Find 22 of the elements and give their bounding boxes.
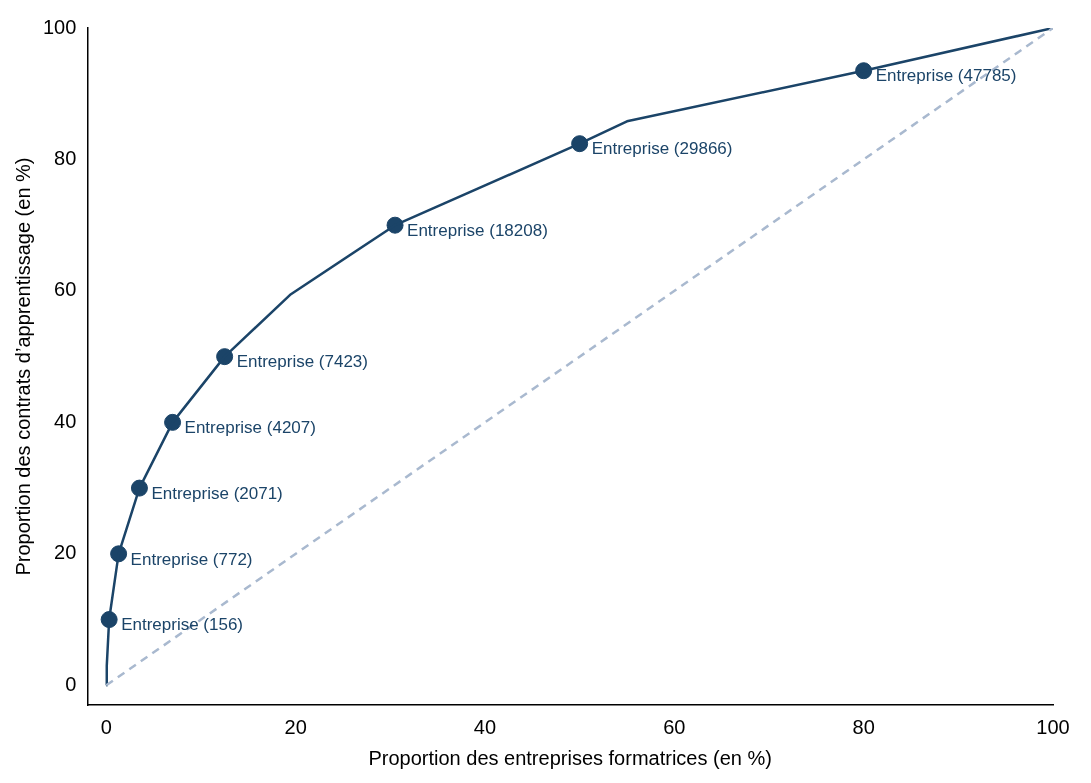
y-tick-label: 40 (54, 409, 77, 432)
x-tick-label: 40 (473, 715, 497, 738)
annotation: Entreprise (7423) (236, 352, 368, 372)
x-axis-title: Proportion des entreprises formatrices (en %) (368, 746, 772, 769)
x-tick-label: 100 (1036, 715, 1070, 738)
annotation: Entreprise (29866) (591, 139, 733, 159)
x-tick-label: 80 (852, 715, 875, 738)
y-tick-label: 0 (65, 672, 77, 695)
annotation: Entreprise (2071) (151, 483, 283, 503)
y-tick-label: 20 (54, 541, 77, 564)
y-tick-label: 80 (54, 146, 77, 169)
x-tick-label: 60 (663, 715, 686, 738)
annotation: Entreprise (4207) (184, 418, 316, 438)
annotation: Entreprise (772) (130, 549, 253, 569)
x-tick-label: 20 (284, 715, 307, 738)
annotation: Entreprise (18208) (407, 220, 548, 240)
annotation: Entreprise (156) (121, 615, 244, 635)
y-axis-title: Proportion des contrats d’apprentissage (en %) (11, 157, 34, 576)
annotation: Entreprise (47785) (875, 66, 1017, 86)
x-tick-label: 0 (100, 715, 112, 738)
y-tick-label: 60 (54, 278, 77, 301)
y-tick-label: 100 (42, 15, 77, 38)
